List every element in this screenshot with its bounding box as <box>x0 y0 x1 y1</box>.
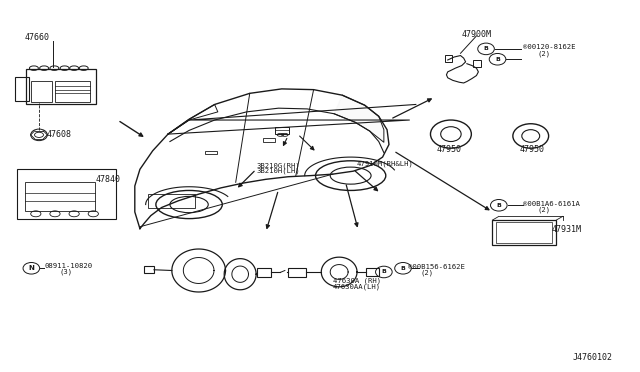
Polygon shape <box>334 95 384 142</box>
Bar <box>26 69 97 105</box>
Text: 3B210H(LH): 3B210H(LH) <box>256 168 300 174</box>
Text: (3): (3) <box>60 269 72 275</box>
Text: N: N <box>28 265 35 271</box>
Bar <box>145 266 154 273</box>
Text: 47910M(RH&LH): 47910M(RH&LH) <box>357 160 414 167</box>
Text: 47608: 47608 <box>47 130 72 140</box>
Text: B: B <box>495 57 500 62</box>
Bar <box>366 268 379 276</box>
Bar <box>473 60 481 67</box>
Text: B: B <box>401 266 406 271</box>
Text: ®00B1A6-6161A: ®00B1A6-6161A <box>523 201 580 207</box>
Text: ®00B156-6162E: ®00B156-6162E <box>408 264 465 270</box>
Text: ®00120-8162E: ®00120-8162E <box>523 44 575 50</box>
Bar <box>288 267 306 277</box>
Text: B: B <box>497 203 501 208</box>
Bar <box>205 151 216 154</box>
Text: 08911-10820: 08911-10820 <box>44 263 92 269</box>
Bar <box>31 81 52 102</box>
Text: (2): (2) <box>537 50 550 57</box>
Text: 3B210G(RH): 3B210G(RH) <box>256 162 300 169</box>
Text: 47840: 47840 <box>95 175 120 184</box>
Bar <box>15 77 29 101</box>
Text: 47630AA(LH): 47630AA(LH) <box>333 283 381 290</box>
Text: (2): (2) <box>421 270 434 276</box>
Text: 47950: 47950 <box>436 145 461 154</box>
Text: (2): (2) <box>537 207 550 213</box>
Bar <box>262 138 275 141</box>
Bar <box>55 81 90 102</box>
Bar <box>25 182 95 211</box>
Text: B: B <box>381 269 387 275</box>
Text: 47931M: 47931M <box>551 225 581 234</box>
Bar <box>17 169 116 219</box>
Bar <box>492 220 556 245</box>
Text: 47950: 47950 <box>519 145 544 154</box>
Bar <box>275 128 289 134</box>
Text: B: B <box>484 46 488 51</box>
Bar <box>445 55 452 62</box>
Text: 47900M: 47900M <box>462 29 492 39</box>
Text: 47630A (RH): 47630A (RH) <box>333 277 381 284</box>
Bar <box>496 222 552 243</box>
Bar <box>148 194 195 208</box>
Bar <box>257 267 271 277</box>
Text: 47660: 47660 <box>25 33 50 42</box>
Text: J4760102: J4760102 <box>573 353 612 362</box>
